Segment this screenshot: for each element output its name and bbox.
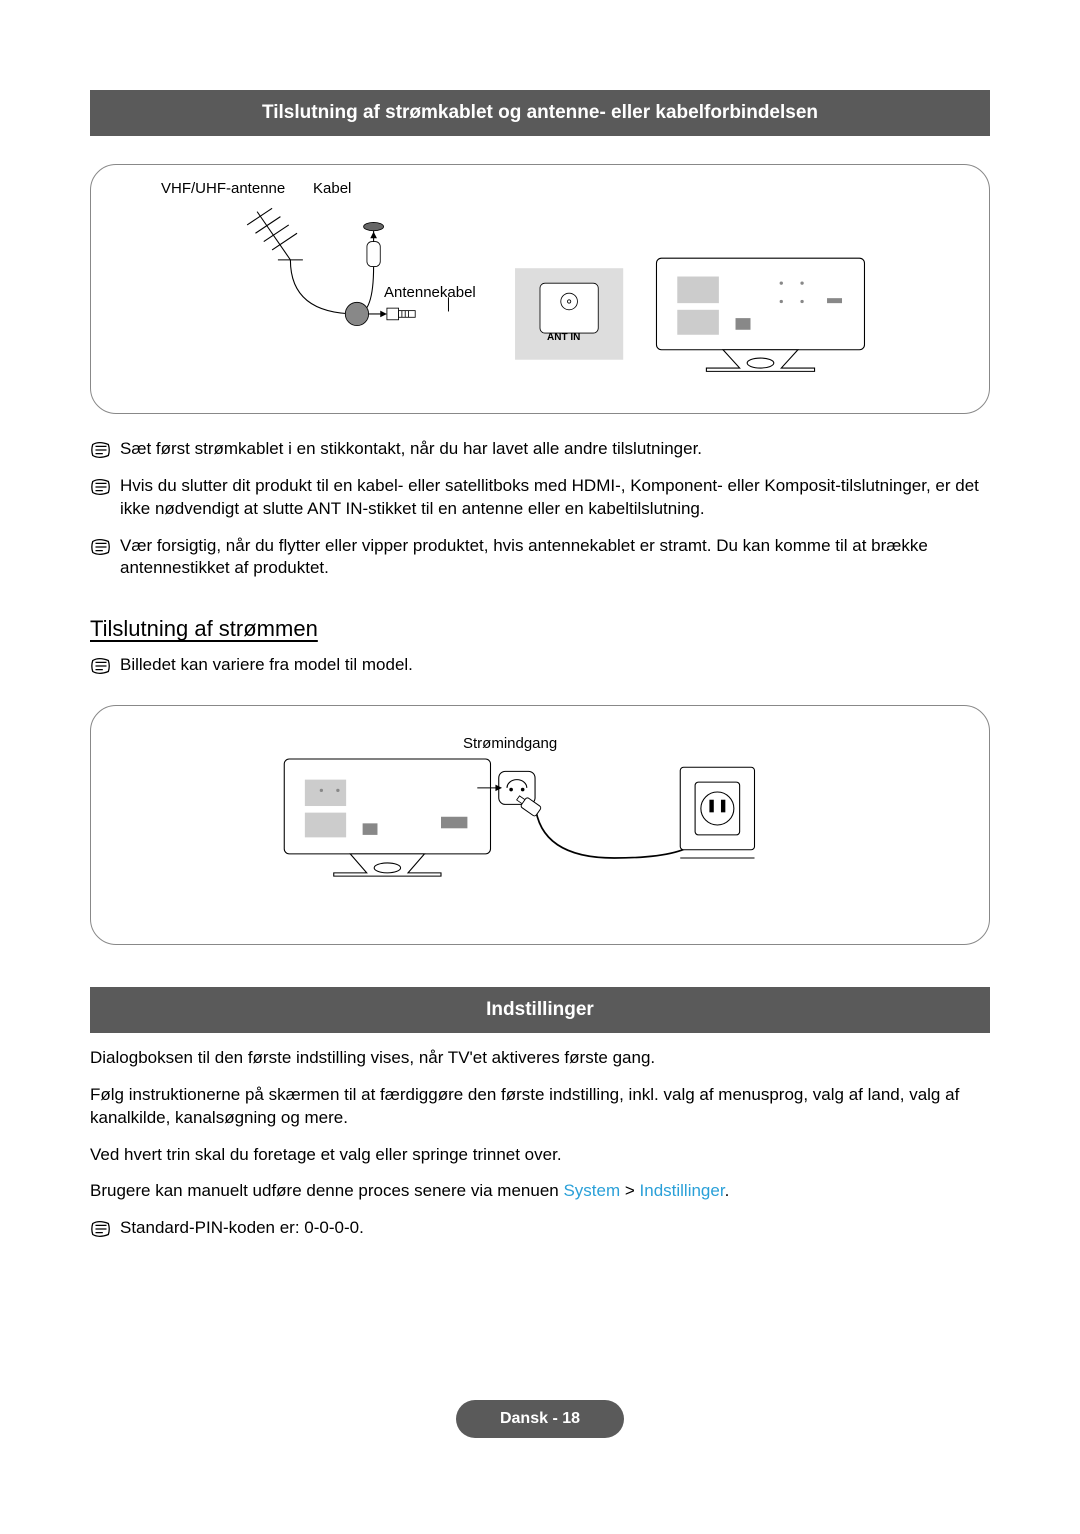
note-icon bbox=[90, 439, 112, 461]
label-power-input: Strømindgang bbox=[463, 734, 557, 754]
note-text: Hvis du slutter dit produkt til en kabel… bbox=[120, 475, 990, 521]
note-text: Sæt først strømkablet i en stikkontakt, … bbox=[120, 438, 990, 461]
settings-paragraph: Ved hvert trin skal du foretage et valg … bbox=[90, 1144, 990, 1167]
text-sep: > bbox=[620, 1181, 639, 1200]
menu-link-system: System bbox=[563, 1181, 620, 1200]
antenna-diagram-svg bbox=[115, 185, 965, 393]
note-icon bbox=[90, 1218, 112, 1240]
note-pin: Standard-PIN-koden er: 0-0-0-0. bbox=[90, 1217, 990, 1240]
power-diagram-svg bbox=[115, 726, 965, 924]
power-diagram: Strømindgang bbox=[90, 705, 990, 945]
notes-after-diagram1: Sæt først strømkablet i en stikkontakt, … bbox=[90, 438, 990, 581]
subheading-power: Tilslutning af strømmen bbox=[90, 614, 990, 644]
menu-link-indstillinger: Indstillinger bbox=[640, 1181, 725, 1200]
note-item: Sæt først strømkablet i en stikkontakt, … bbox=[90, 438, 990, 461]
antenna-diagram: VHF/UHF-antenne Kabel Antennekabel eller… bbox=[90, 164, 990, 414]
note-text: Billedet kan variere fra model til model… bbox=[120, 654, 990, 677]
footer-page-number: Dansk - 18 bbox=[456, 1400, 624, 1438]
label-ant-in: ANT IN bbox=[547, 331, 580, 345]
note-item: Hvis du slutter dit produkt til en kabel… bbox=[90, 475, 990, 521]
label-cable: Kabel bbox=[313, 179, 351, 199]
text-suffix: . bbox=[725, 1181, 730, 1200]
note-power-vary: Billedet kan variere fra model til model… bbox=[90, 654, 990, 677]
note-icon bbox=[90, 476, 112, 498]
note-icon bbox=[90, 655, 112, 677]
note-text: Standard-PIN-koden er: 0-0-0-0. bbox=[120, 1217, 990, 1240]
label-or: eller bbox=[302, 313, 321, 327]
note-item: Vær forsigtig, når du flytter eller vipp… bbox=[90, 535, 990, 581]
page-footer: Dansk - 18 bbox=[90, 1400, 990, 1438]
settings-menu-path: Brugere kan manuelt udføre denne proces … bbox=[90, 1180, 990, 1203]
section-header-connections: Tilslutning af strømkablet og antenne- e… bbox=[90, 90, 990, 136]
note-text: Vær forsigtig, når du flytter eller vipp… bbox=[120, 535, 990, 581]
note-icon bbox=[90, 536, 112, 558]
settings-paragraph: Følg instruktionerne på skærmen til at f… bbox=[90, 1084, 990, 1130]
label-vhf-uhf: VHF/UHF-antenne bbox=[161, 179, 285, 199]
section-header-settings: Indstillinger bbox=[90, 987, 990, 1033]
label-antennacable: Antennekabel bbox=[384, 283, 476, 303]
text-prefix: Brugere kan manuelt udføre denne proces … bbox=[90, 1181, 563, 1200]
settings-paragraph: Dialogboksen til den første indstilling … bbox=[90, 1047, 990, 1070]
